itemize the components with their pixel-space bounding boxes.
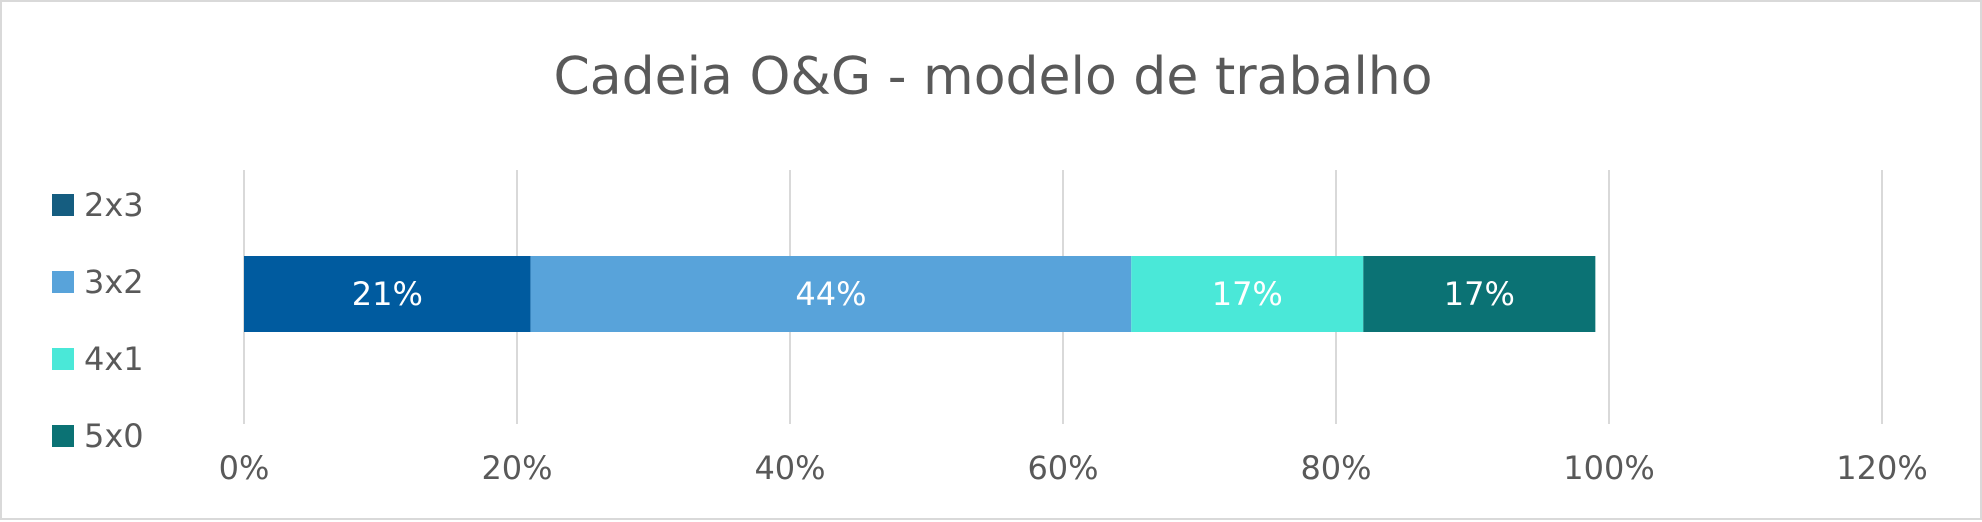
data-label-2x3: 21% [352, 275, 423, 313]
legend-marker-5x0 [52, 425, 74, 447]
x-tick-label: 120% [1836, 449, 1927, 487]
legend-label-4x1: 4x1 [84, 340, 144, 378]
bar-segment-4x1 [1131, 256, 1364, 332]
legend-label-3x2: 3x2 [84, 263, 144, 301]
data-label-4x1: 17% [1212, 275, 1283, 313]
bar-segment-2x3 [244, 256, 531, 332]
legend-label-2x3: 2x3 [84, 186, 144, 224]
x-tick-label: 60% [1027, 449, 1098, 487]
data-labels: 21% 44% 17% 17% [352, 275, 1515, 313]
bars [244, 256, 1596, 332]
bar-segment-5x0 [1363, 256, 1596, 332]
x-tick-label: 80% [1300, 449, 1371, 487]
legend-marker-4x1 [52, 348, 74, 370]
x-axis-tick-labels: 0% 20% 40% 60% 80% 100% 120% [219, 449, 1928, 487]
legend-marker-2x3 [52, 194, 74, 216]
chart-title: Cadeia O&G - modelo de trabalho [553, 47, 1432, 107]
x-tick-label: 0% [219, 449, 270, 487]
legend-marker-3x2 [52, 271, 74, 293]
legend-label-5x0: 5x0 [84, 417, 144, 455]
bar-segment-3x2 [530, 256, 1132, 332]
legend: 2x3 3x2 4x1 5x0 [52, 186, 144, 455]
x-tick-label: 40% [754, 449, 825, 487]
data-label-5x0: 17% [1444, 275, 1515, 313]
data-label-3x2: 44% [795, 275, 866, 313]
x-tick-label: 100% [1563, 449, 1654, 487]
x-tick-label: 20% [481, 449, 552, 487]
